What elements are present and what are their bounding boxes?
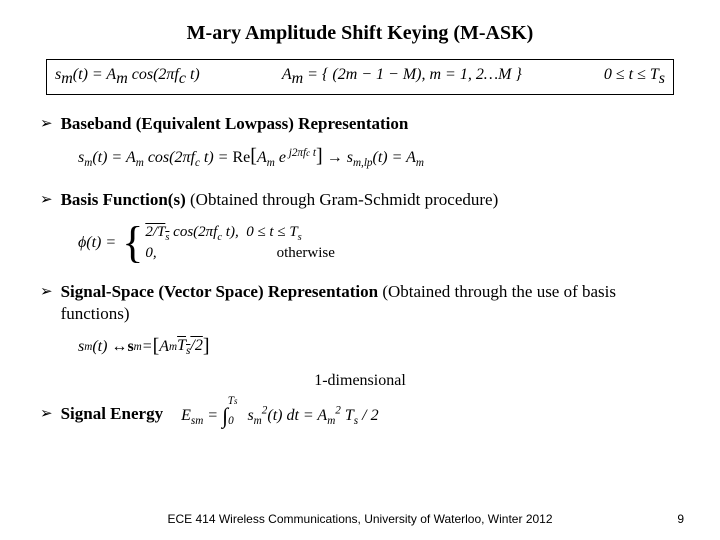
eq-signalspace: sm(t) ↔ sm = [ Am Ts/2 ]: [78, 335, 680, 358]
main-equation-box: sm(t) = Am cos(2πfc t) Am = { (2m − 1 − …: [46, 59, 674, 95]
basis-line2: 0, otherwise: [145, 244, 335, 263]
brace-icon: {: [122, 221, 143, 265]
footer-text: ECE 414 Wireless Communications, Univers…: [0, 512, 720, 526]
dim-note: 1-dimensional: [40, 372, 680, 390]
footer: ECE 414 Wireless Communications, Univers…: [0, 512, 720, 526]
bullet-energy-label: Signal Energy: [61, 404, 164, 423]
bullet-icon: ➢: [40, 113, 53, 135]
eq-amplitude: Am = { (2m − 1 − M), m = 1, 2…M }: [282, 66, 522, 88]
bullet-icon: ➢: [40, 281, 53, 303]
bullet-baseband: ➢ Baseband (Equivalent Lowpass) Represen…: [40, 113, 680, 135]
basis-line1: 2/Ts cos(2πfc t), 0 ≤ t ≤ Ts: [145, 223, 335, 244]
bullet-energy: ➢ Signal Energy Esm = ∫0Ts sm2(t) dt = A…: [40, 400, 680, 427]
bullet-basis: ➢ Basis Function(s) (Obtained through Gr…: [40, 189, 680, 211]
eq-signal: sm(t) = Am cos(2πfc t): [55, 66, 200, 88]
bullet-icon: ➢: [40, 189, 53, 211]
page-number: 9: [677, 512, 684, 526]
slide-title: M-ary Amplitude Shift Keying (M-ASK): [40, 22, 680, 45]
bullet-baseband-label: Baseband (Equivalent Lowpass) Representa…: [61, 114, 409, 133]
eq-basis: ϕ(t) = { 2/Ts cos(2πfc t), 0 ≤ t ≤ Ts 0,…: [78, 221, 680, 265]
bullet-signalspace-label: Signal-Space (Vector Space) Representati…: [61, 282, 378, 301]
bullet-icon: ➢: [40, 403, 53, 425]
eq-baseband: sm(t) = Am cos(2πfc t) = Re[Am e j2πfc t…: [78, 145, 680, 169]
basis-lhs: ϕ(t) =: [78, 234, 116, 252]
bullet-signalspace: ➢ Signal-Space (Vector Space) Representa…: [40, 281, 680, 325]
bullet-basis-tail: (Obtained through Gram-Schmidt procedure…: [186, 190, 499, 209]
eq-time-range: 0 ≤ t ≤ Ts: [604, 66, 665, 88]
bullet-basis-label: Basis Function(s): [61, 190, 186, 209]
eq-energy: Esm = ∫0Ts sm2(t) dt = Am2 Ts / 2: [181, 400, 379, 427]
